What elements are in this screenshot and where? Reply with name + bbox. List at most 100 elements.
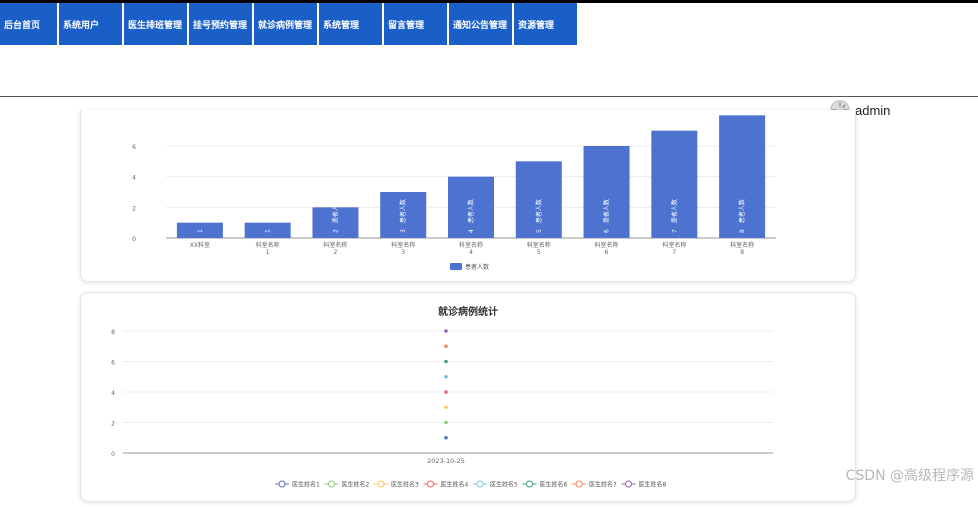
username[interactable]: admin [855,102,891,118]
legend-marker [625,480,632,488]
bar [244,222,291,238]
legend-marker [575,480,583,488]
bar-series-name: 患者人数 [196,199,204,223]
x-tick-label: 科室名称 7 [662,241,686,256]
header-divider [0,96,978,97]
bar-label: 1 患者人数 [196,199,204,233]
bar [312,207,359,238]
legend-marker [278,480,286,488]
bar-series-name: 患者人数 [467,199,475,223]
legend-label: 医生姓名1 [292,481,320,489]
bar-label: 4 患者人数 [467,199,475,233]
y-tick-label: 8 [111,329,115,336]
x-tick-label: 科室名称 1 [256,241,280,256]
y-tick-label: 6 [132,144,136,151]
bar-label: 5 患者人数 [535,199,543,233]
case-statistics-card: 就诊病例统计 0 2 4 6 8 2023-10-25 医生姓名1 医生姓名2 医生姓名3 医生姓… [80,292,856,502]
top-border [0,0,978,3]
case-chart-title: 就诊病例统计 [438,307,498,318]
data-point [444,390,448,394]
x-tick-label: XX科室 [190,241,210,249]
legend-marker [328,480,335,488]
legend-swatch [450,263,462,270]
bar-label: 6 患者人数 [603,199,611,233]
nav-item-6[interactable]: 留言管理 [384,3,447,45]
bar [176,222,223,238]
y-tick-label: 6 [111,360,115,367]
x-tick-label: 科室名称 6 [595,241,619,256]
bar-value: 2 [332,229,339,233]
bar-series-name: 患者人数 [399,199,407,223]
legend-marker [427,480,434,488]
bar-series-name: 患者人数 [535,199,543,223]
watermark: CSDN @高级程序源 [845,468,974,484]
legend-label: 医生姓名7 [589,481,617,489]
x-tick-label: 科室名称 5 [527,241,551,256]
legend-label: 患者人数 [465,263,489,271]
nav-item-0[interactable]: 后台首页 [0,3,57,45]
bar-series-name: 患者人数 [603,199,611,223]
bar [448,176,494,238]
legend-label: 医生姓名8 [639,481,667,489]
x-tick-label: 科室名称 2 [323,241,347,256]
y-tick-label: 2 [132,205,136,212]
nav-item-1[interactable]: 系统用户 [59,3,122,45]
bar-series-name: 患者人数 [738,199,746,223]
bar-value: 8 [739,229,746,233]
y-tick-label: 4 [132,175,136,182]
bar [651,130,698,238]
y-tick-label: 0 [132,236,136,243]
legend-label: 医生姓名5 [490,481,518,489]
case-statistics-scatter-chart: 0 2 4 6 8 2023-10-25 医生姓名1 医生姓名2 医生姓名3 医生姓名4 医生姓名5… [111,329,773,489]
bar-value: 6 [604,229,611,233]
bar-series-name: 患者人数 [331,199,339,223]
data-point [444,329,448,333]
bar-label: 7 患者人数 [670,199,678,233]
data-point [444,405,448,410]
nav-item-3[interactable]: 挂号预约管理 [189,3,252,45]
bar-series-name: 患者人数 [264,199,272,223]
data-point [444,420,448,425]
x-tick-label: 科室名称 3 [391,241,415,256]
bar [583,146,630,238]
bar-value: 5 [536,229,543,233]
bar-value: 1 [265,229,272,233]
y-tick-label: 4 [111,390,115,397]
bar-value: 7 [671,229,678,233]
x-tick-label: 科室名称 8 [730,241,754,256]
bar-label: 2 患者人数 [331,199,339,233]
legend-label: 医生姓名2 [342,481,370,489]
nav-item-8[interactable]: 资源管理 [514,3,577,45]
x-tick-label: 2023-10-25 [427,457,465,465]
data-point [444,435,448,440]
y-tick-label: 2 [111,421,115,428]
nav-item-2[interactable]: 医生排班管理 [124,3,187,45]
legend-label: 医生姓名4 [441,481,469,489]
bar [719,115,766,238]
bar-value: 4 [468,229,475,233]
bar [515,161,562,238]
department-patient-card: 0 2 4 6 1患者人数 XX科室 1患者人数 科室名称 1 2患者人数 科室名称 2 3患者人数 科室… [80,110,856,282]
legend-marker [377,480,385,488]
data-point [444,344,448,349]
x-tick-label: 科室名称 4 [459,241,483,256]
bar-label: 3 患者人数 [399,199,407,233]
bar-label: 1 患者人数 [264,199,272,233]
bar-series-name: 患者人数 [670,199,678,223]
main-nav: 后台首页 系统用户 医生排班管理 挂号预约管理 就诊病例管理 系统管理 留言管理 通知公告管理… [0,3,579,45]
legend-label: 医生姓名6 [540,481,568,489]
bar [380,192,427,238]
nav-item-7[interactable]: 通知公告管理 [449,3,512,45]
bar-value: 1 [197,229,204,233]
nav-item-5[interactable]: 系统管理 [319,3,382,45]
data-point [444,359,448,364]
bar-value: 3 [400,229,407,233]
bar-label: 8 患者人数 [738,199,746,233]
legend-marker [526,480,533,488]
y-tick-label: 0 [111,451,115,458]
data-point [444,374,448,379]
nav-item-4[interactable]: 就诊病例管理 [254,3,317,45]
legend-label: 医生姓名3 [391,481,419,489]
legend-marker [476,480,484,488]
